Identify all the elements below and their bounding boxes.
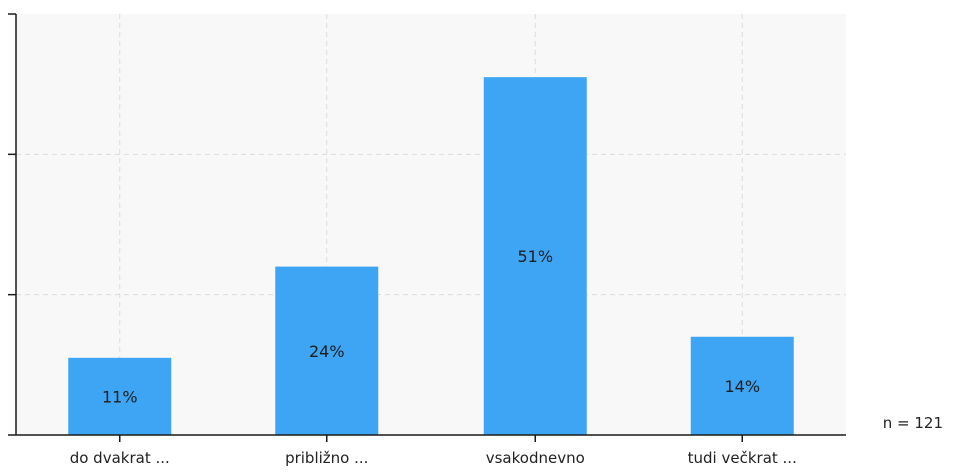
bar-value-label-2: 51%	[517, 247, 553, 266]
x-tick-label-0: do dvakrat ...	[70, 449, 170, 467]
bar-value-label-1: 24%	[309, 342, 345, 361]
axes-group	[8, 13, 846, 442]
bars-group	[68, 77, 794, 436]
bar-3[interactable]	[690, 336, 794, 435]
bar-value-label-0: 11%	[102, 387, 138, 406]
bar-labels-group: 11% 24% 51% 14%	[102, 247, 760, 406]
x-tick-label-3: tudi večkrat ...	[688, 449, 797, 467]
sample-size-label: n = 121	[882, 414, 943, 432]
x-tick-label-1: približno ...	[285, 449, 368, 467]
bar-2[interactable]	[483, 77, 587, 436]
bar-0[interactable]	[68, 357, 172, 435]
bar-1[interactable]	[275, 266, 379, 435]
bar-value-label-3: 14%	[724, 377, 760, 396]
x-tick-label-2: vsakodnevno	[486, 449, 585, 467]
x-tick-labels-group: do dvakrat ... približno ... vsakodnevno tu…	[70, 449, 797, 467]
